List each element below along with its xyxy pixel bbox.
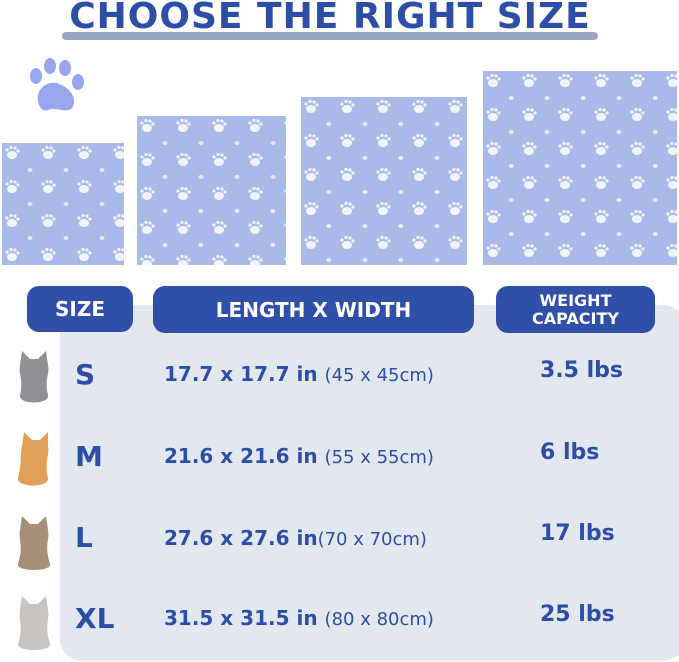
cat-photo xyxy=(17,516,51,570)
dimensions-inches: 27.6 x 27.6 in xyxy=(164,526,318,550)
cat-photo xyxy=(17,432,49,486)
header-weight: WEIGHT CAPACITY xyxy=(496,286,655,333)
pad-image-s xyxy=(2,143,124,265)
table-background xyxy=(60,305,679,661)
header-dimensions: LENGTH X WIDTH xyxy=(153,286,474,333)
dimensions-inches: 21.6 x 21.6 in xyxy=(164,444,318,468)
paw-icon xyxy=(30,58,84,111)
dimensions: 17.7 x 17.7 in (45 x 45cm) xyxy=(164,362,434,386)
weight-capacity: 6 lbs xyxy=(540,440,600,465)
size-label: XL xyxy=(75,602,115,635)
page-title: CHOOSE THE RIGHT SIZE xyxy=(69,0,591,37)
size-label: M xyxy=(75,440,103,473)
dimensions: 21.6 x 21.6 in (55 x 55cm) xyxy=(164,444,434,468)
header-weight-line2: CAPACITY xyxy=(532,308,619,328)
dimensions: 31.5 x 31.5 in (80 x 80cm) xyxy=(164,606,434,630)
header-size-label: SIZE xyxy=(54,297,105,321)
header-dimensions-label: LENGTH X WIDTH xyxy=(215,297,412,322)
weight-capacity: 25 lbs xyxy=(540,602,615,627)
dimensions-cm: (55 x 55cm) xyxy=(324,447,434,468)
dimensions-inches: 17.7 x 17.7 in xyxy=(164,362,318,386)
dimensions-cm: (45 x 45cm) xyxy=(324,365,434,386)
dimensions-cm: (80 x 80cm) xyxy=(324,609,434,630)
cat-photo xyxy=(19,351,49,403)
title-underline xyxy=(62,32,598,40)
pad-image-xl xyxy=(483,71,677,265)
weight-capacity: 17 lbs xyxy=(540,521,615,546)
pad-image-m xyxy=(137,116,286,265)
header-size: SIZE xyxy=(27,286,133,332)
header-weight-line1: WEIGHT xyxy=(539,290,612,310)
pad-image-l xyxy=(301,97,467,265)
dimensions: 27.6 x 27.6 in(70 x 70cm) xyxy=(164,526,427,550)
weight-capacity: 3.5 lbs xyxy=(540,358,624,383)
size-label: L xyxy=(75,521,93,554)
dimensions-cm: (70 x 70cm) xyxy=(317,529,427,550)
cat-photo xyxy=(17,596,51,650)
size-label: S xyxy=(75,358,96,391)
dimensions-inches: 31.5 x 31.5 in xyxy=(164,606,318,630)
